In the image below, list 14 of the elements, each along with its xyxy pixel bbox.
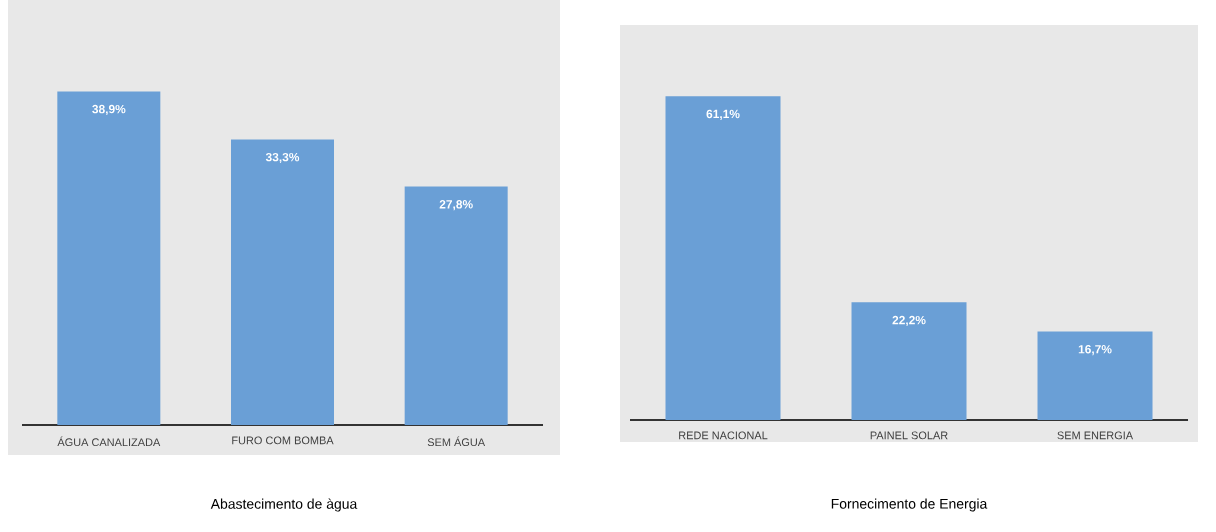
text: Fornecimento de Energia: [831, 498, 988, 512]
data-label: 38,9%: [92, 104, 126, 116]
x-tick-label: REDE NACIONAL: [679, 431, 768, 440]
x-tick-label: SEM ÁGUA: [427, 436, 486, 447]
data-label: 61,1%: [706, 109, 740, 120]
x-tick-label: ÁGUA CANALIZADA: [57, 436, 161, 447]
x-tick-label: FURO COM BOMBA: [232, 436, 334, 445]
data-label: 16,7%: [1078, 345, 1112, 356]
x-tick-label: PAINEL SOLAR: [870, 431, 948, 440]
text: Abastecimento de àgua: [210, 498, 358, 512]
data-label: 33,3%: [265, 152, 300, 164]
data-label: 22,2%: [892, 315, 926, 327]
data-label: 27,8%: [439, 200, 473, 211]
x-tick-label: SEM ENERGIA: [1057, 431, 1134, 440]
